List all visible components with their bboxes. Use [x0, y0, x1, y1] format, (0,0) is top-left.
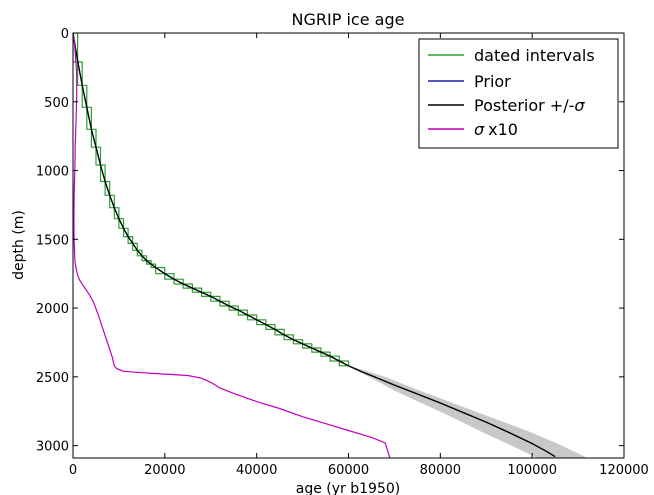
x-tick-label: 60000 — [328, 463, 369, 478]
legend-label-posterior-sigma: σ — [574, 96, 585, 115]
y-tick-label: 1000 — [36, 165, 69, 180]
posterior-sigma-band — [347, 365, 588, 458]
legend-label-prior: Prior — [474, 72, 511, 91]
y-tick-label: 1500 — [36, 233, 69, 248]
legend-label-dated-intervals: dated intervals — [474, 46, 595, 65]
x-tick-label: 40000 — [236, 463, 277, 478]
posterior-line — [73, 33, 556, 458]
y-tick-label: 0 — [61, 27, 69, 42]
legend-label-posterior-text: Posterior +/- — [474, 96, 574, 115]
legend-label-sigma: σ x10 — [474, 120, 518, 139]
sigma-x10-line — [73, 33, 391, 458]
x-tick-label: 20000 — [144, 463, 185, 478]
y-tick-label: 2000 — [36, 302, 69, 317]
x-tick-label: 0 — [69, 463, 77, 478]
x-tick-label: 120000 — [599, 463, 649, 478]
y-tick-label: 2500 — [36, 371, 69, 386]
chart-title: NGRIP ice age — [292, 10, 405, 29]
x-tick-label: 100000 — [507, 463, 557, 478]
legend-label-posterior: Posterior +/-σ — [474, 96, 585, 115]
x-tick-label: 80000 — [420, 463, 461, 478]
y-tick-label: 500 — [44, 96, 69, 111]
dated-intervals-line — [73, 33, 350, 367]
legend-label-sigma-text: x10 — [488, 120, 518, 139]
legend: dated intervals Prior Posterior +/-σ σ x1… — [418, 38, 619, 149]
y-tick-label: 3000 — [36, 440, 69, 455]
y-axis-label: depth (m) — [11, 210, 27, 280]
legend-label-sigma-symbol: σ — [474, 120, 485, 139]
x-axis-label: age (yr b1950) — [296, 481, 400, 495]
legend-box — [418, 38, 619, 149]
